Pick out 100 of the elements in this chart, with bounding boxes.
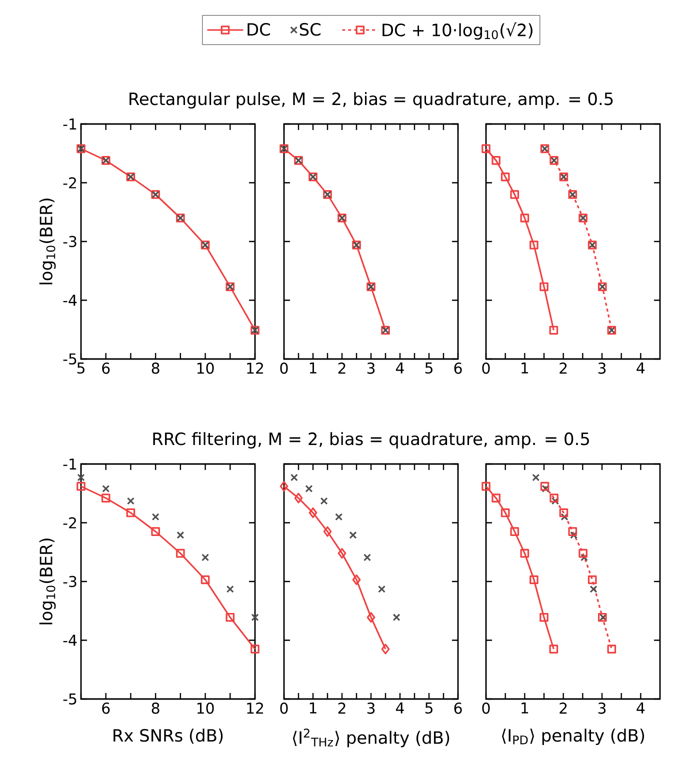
x-tick-label: 3 <box>598 702 606 714</box>
point <box>305 484 313 492</box>
point <box>549 326 558 335</box>
y-tick-label: -4 <box>63 634 77 646</box>
x-tick-label: 3 <box>367 362 375 374</box>
point <box>530 575 538 584</box>
point <box>202 554 210 562</box>
point <box>349 531 357 539</box>
y-tick-label: -5 <box>63 693 76 705</box>
point <box>590 585 598 593</box>
x-tick-label: 10 <box>197 702 214 714</box>
point <box>226 612 235 622</box>
point <box>510 527 520 536</box>
point <box>482 482 490 491</box>
x-tick-label: 12 <box>247 362 264 374</box>
point <box>352 574 361 586</box>
x-tick-label: 0 <box>280 702 288 714</box>
x-tick-label: 6 <box>454 362 462 374</box>
point <box>520 548 530 558</box>
point <box>335 513 343 521</box>
y-axis-title: log$_{10}$(BER) <box>39 538 56 624</box>
x-tick-label: 1 <box>310 362 316 374</box>
x-tick-label: 2 <box>338 362 346 374</box>
point <box>126 497 134 505</box>
y-tick-label: -2 <box>63 177 76 188</box>
point <box>176 548 185 558</box>
point <box>378 585 386 593</box>
point <box>152 513 160 521</box>
y-tick-label: -1 <box>63 458 76 470</box>
x-tick-label: 0 <box>280 362 288 374</box>
point <box>77 474 85 482</box>
point <box>323 526 332 537</box>
x-tick-label: 6 <box>102 362 110 374</box>
point <box>251 614 259 622</box>
point <box>320 497 328 505</box>
point <box>500 508 510 518</box>
x-tick-label: 4 <box>636 362 645 374</box>
point <box>542 484 550 492</box>
point <box>366 612 376 623</box>
point <box>551 497 559 505</box>
point <box>570 531 578 539</box>
x-tick-label: 8 <box>152 702 160 714</box>
point <box>290 474 298 482</box>
x-tick-label: 8 <box>152 362 160 374</box>
point <box>550 494 558 502</box>
x-tick-label: 4 <box>396 702 404 714</box>
y-axis-title: log$_{10}$(BER) <box>39 198 56 284</box>
x-tick-label: 1 <box>310 702 316 714</box>
point <box>250 644 260 654</box>
x-tick-label: 6 <box>102 702 110 714</box>
point <box>500 172 510 182</box>
x-axis-title: ⟨I$^{2}$$_{THz}$⟩ penalty (dB) <box>292 728 450 748</box>
point <box>520 214 530 222</box>
x-tick-label: 1 <box>522 702 528 714</box>
x-tick-label: 10 <box>197 362 214 374</box>
x-tick-label: 4 <box>636 702 645 714</box>
x-tick-label: 5 <box>425 362 432 374</box>
x-tick-label: 1 <box>522 362 528 374</box>
point <box>607 644 616 654</box>
x-tick-label: 4 <box>396 362 404 374</box>
x-tick-label: 2 <box>560 362 567 374</box>
point <box>76 482 86 491</box>
point <box>126 508 136 518</box>
x-tick-label: 3 <box>598 362 606 374</box>
x-tick-label: 3 <box>367 702 375 714</box>
legend-label: SC <box>300 22 320 36</box>
x-axis-title: ⟨I$_{PD}$⟩ penalty (dB) <box>502 728 644 746</box>
point <box>482 144 490 154</box>
point <box>540 482 550 491</box>
chart-title: RRC filtering, M = 2, bias = quadrature, amp. = 0.5 <box>153 432 589 448</box>
point <box>226 585 234 593</box>
point <box>578 548 588 558</box>
y-tick-label: -2 <box>63 517 76 528</box>
point <box>338 548 346 559</box>
point <box>200 575 210 584</box>
y-tick-label: -5 <box>63 353 76 365</box>
point <box>560 513 568 521</box>
point <box>308 507 318 518</box>
chart-title: Rectangular pulse, M = 2, bias = quadrature, amp. = 0.5 <box>130 92 613 108</box>
point <box>510 190 520 199</box>
x-tick-label: 0 <box>482 702 490 714</box>
point <box>588 575 597 584</box>
point <box>294 492 303 504</box>
y-tick-label: -3 <box>63 576 76 588</box>
point <box>532 474 540 482</box>
point <box>580 554 588 562</box>
x-tick-label: 5 <box>77 362 84 374</box>
point <box>568 527 578 536</box>
point <box>151 527 160 536</box>
point <box>492 494 500 502</box>
x-tick-label: 0 <box>482 362 490 374</box>
point <box>381 644 390 654</box>
x-tick-label: 12 <box>247 702 264 714</box>
point <box>101 494 110 502</box>
point <box>363 554 371 562</box>
point <box>102 484 110 492</box>
point <box>559 508 568 518</box>
point <box>530 240 538 250</box>
legend-label: DC + 10·log$_{10}$(√2) <box>382 22 532 40</box>
point <box>280 481 288 492</box>
